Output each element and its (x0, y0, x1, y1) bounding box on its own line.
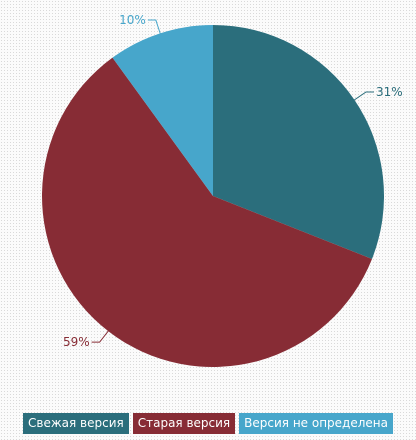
slice-label-undefined: 10% (119, 13, 146, 27)
leader-line-old (91, 329, 110, 343)
pie-slice-old[interactable] (42, 57, 372, 367)
legend-item-fresh[interactable]: Свежая версия (23, 413, 129, 434)
slice-label-fresh: 31% (376, 85, 403, 99)
slice-label-old: 59% (63, 335, 90, 349)
legend: Свежая версия Старая версия Версия не оп… (0, 413, 416, 434)
leader-line-fresh (352, 91, 375, 102)
pie-slice-undefined[interactable] (112, 25, 213, 196)
pie-chart: 31% 59% 10% (42, 13, 403, 367)
legend-item-undefined[interactable]: Версия не определена (239, 413, 393, 434)
leader-line-undefined (147, 19, 162, 36)
pie-slice-fresh[interactable] (213, 25, 384, 259)
legend-item-old[interactable]: Старая версия (132, 413, 236, 434)
